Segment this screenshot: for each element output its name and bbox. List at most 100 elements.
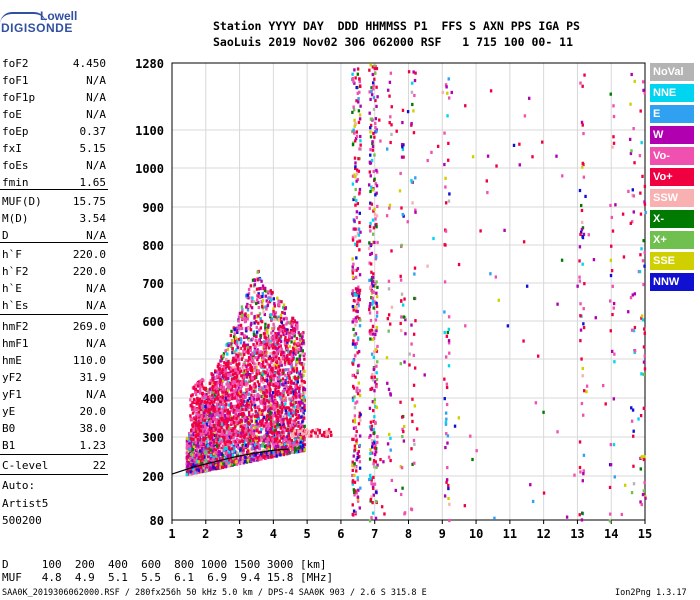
echo-dot: [375, 325, 379, 330]
echo-dot: [369, 229, 372, 233]
echo-dot: [371, 188, 375, 192]
echo-dot: [368, 435, 371, 439]
echo-dot: [374, 121, 377, 125]
echo-dot: [210, 418, 214, 422]
echo-dot: [221, 410, 224, 415]
echo-dot: [371, 275, 375, 280]
echo-dot: [353, 124, 356, 128]
echo-dot: [282, 350, 285, 354]
echo-dot: [236, 340, 239, 344]
echo-dot: [352, 488, 356, 492]
echo-dot: [298, 424, 301, 428]
param-value: 269.0: [72, 320, 106, 333]
echo-dot: [373, 66, 376, 71]
echo-dot: [373, 441, 376, 445]
echo-dot: [213, 459, 216, 463]
echo-dot: [289, 446, 293, 450]
param-name: fxI: [2, 142, 22, 155]
echo-dot: [248, 422, 252, 426]
echo-dot: [260, 422, 264, 426]
echo-dot: [276, 419, 279, 423]
echo-dot: [273, 452, 276, 457]
echo-dot: [352, 128, 355, 132]
echo-dot: [218, 404, 222, 409]
param-value: 110.0: [72, 354, 106, 367]
echo-dot: [247, 337, 250, 341]
echo-dot: [257, 343, 260, 347]
echo-dot: [359, 230, 362, 234]
echo-dot: [290, 359, 293, 363]
echo-dot: [267, 357, 271, 361]
echo-dot: [272, 357, 276, 361]
echo-dot: [239, 341, 243, 345]
echo-dot: [236, 400, 240, 404]
echo-dot: [227, 458, 231, 462]
echo-dot: [627, 189, 630, 194]
echo-dot: [374, 217, 377, 221]
echo-dot: [295, 357, 299, 361]
echo-dot: [255, 429, 259, 433]
echo-dot: [215, 404, 218, 408]
echo-dot: [254, 443, 257, 447]
echo-dot: [238, 428, 242, 432]
echo-dot: [271, 346, 275, 350]
echo-dot: [250, 408, 253, 412]
echo-dot: [278, 330, 281, 334]
echo-dot: [260, 302, 264, 306]
echo-dot: [226, 411, 229, 415]
echo-dot: [294, 412, 298, 416]
echo-dot: [353, 490, 356, 494]
echo-dot: [280, 436, 283, 440]
echo-dot: [285, 411, 288, 415]
echo-dot: [236, 383, 239, 387]
echo-dot: [268, 380, 271, 384]
echo-dot: [297, 347, 301, 352]
echo-dot: [251, 432, 255, 436]
echo-dot: [373, 135, 376, 139]
echo-dot: [247, 291, 251, 296]
echo-dot: [250, 321, 253, 325]
echo-dot: [250, 434, 253, 438]
echo-dot: [444, 411, 448, 415]
echo-dot: [223, 462, 227, 466]
echo-dot: [209, 448, 212, 452]
echo-dot: [247, 326, 250, 331]
echo-dot: [399, 171, 402, 176]
echo-dot: [293, 429, 297, 433]
echo-dot: [292, 441, 295, 445]
echo-dot: [279, 426, 282, 430]
echo-dot: [259, 389, 263, 393]
echo-dot: [211, 413, 215, 417]
echo-dot: [214, 433, 218, 438]
echo-dot: [351, 110, 354, 115]
echo-dot: [227, 396, 230, 400]
echo-dot: [249, 348, 252, 353]
echo-dot: [246, 343, 250, 347]
echo-dot: [238, 420, 241, 425]
echo-dot: [277, 367, 281, 371]
echo-dot: [236, 345, 239, 350]
echo-dot: [285, 345, 288, 349]
echo-dot: [297, 429, 300, 434]
echo-dot: [241, 428, 244, 433]
echo-dot: [271, 431, 274, 435]
echo-dot: [274, 441, 278, 445]
param-yf2: yF2 31.9: [2, 371, 106, 385]
echo-dot: [243, 320, 247, 324]
echo-dot: [356, 392, 360, 396]
echo-dot: [222, 448, 226, 452]
echo-dot: [280, 363, 283, 367]
echo-dot: [276, 377, 279, 381]
echo-dot: [262, 372, 265, 376]
echo-dot: [298, 372, 301, 376]
echo-dot: [368, 170, 372, 174]
echo-dot: [280, 350, 283, 354]
echo-dot: [278, 403, 282, 408]
echo-dot: [368, 206, 371, 210]
echo-dot: [282, 452, 286, 457]
echo-dot: [251, 424, 255, 428]
echo-dot: [268, 430, 272, 434]
echo-dot: [285, 328, 288, 332]
echo-dot: [229, 435, 233, 439]
echo-dot: [239, 454, 242, 459]
